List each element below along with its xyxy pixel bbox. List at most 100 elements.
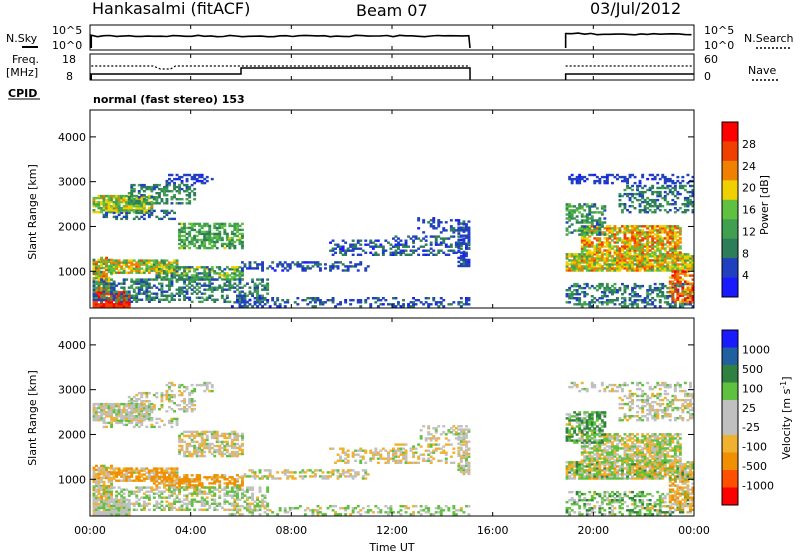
- heatmap-cell: [588, 205, 591, 207]
- heatmap-cell: [681, 270, 684, 272]
- heatmap-cell: [125, 203, 128, 205]
- heatmap-cell: [233, 301, 236, 303]
- heatmap-cell: [583, 215, 586, 217]
- heatmap-cell: [256, 295, 259, 297]
- heatmap-cell: [138, 190, 141, 192]
- heatmap-cell: [135, 210, 138, 212]
- heatmap-cell: [634, 267, 637, 269]
- heatmap-cell: [400, 252, 403, 254]
- heatmap-cell: [586, 257, 589, 259]
- heatmap-cell: [241, 247, 244, 249]
- heatmap-cell: [221, 274, 224, 276]
- heatmap-cell: [120, 195, 123, 197]
- heatmap-cell: [603, 231, 606, 233]
- heatmap-cell: [158, 268, 161, 270]
- heatmap-cell: [445, 237, 448, 239]
- heatmap-cell: [457, 261, 460, 263]
- heatmap-cell: [442, 237, 445, 239]
- heatmap-cell: [646, 189, 649, 191]
- heatmap-cell: [186, 404, 189, 406]
- heatmap-cell: [145, 281, 148, 283]
- heatmap-cell: [143, 198, 146, 200]
- heatmap-cell: [188, 276, 191, 278]
- heatmap-cell: [669, 291, 672, 293]
- heatmap-cell: [661, 269, 664, 271]
- heatmap-cell: [601, 269, 604, 271]
- heatmap-cell: [349, 265, 352, 267]
- heatmap-cell: [193, 287, 196, 289]
- heatmap-cell: [357, 299, 360, 301]
- heatmap-cell: [153, 285, 156, 287]
- heatmap-cell: [115, 268, 118, 270]
- heatmap-cell: [656, 293, 659, 295]
- heatmap-cell: [186, 408, 189, 410]
- heatmap-cell: [168, 212, 171, 214]
- heatmap-cell: [417, 299, 420, 301]
- heatmap-cell: [614, 287, 617, 289]
- heatmap-cell: [649, 245, 652, 247]
- heatmap-cell: [629, 211, 632, 213]
- heatmap-cell: [626, 285, 629, 287]
- heatmap-cell: [168, 281, 171, 283]
- heatmap-cell: [105, 489, 108, 491]
- heatmap-cell: [138, 259, 141, 261]
- heatmap-cell: [679, 227, 682, 229]
- heatmap-cell: [676, 191, 679, 193]
- heatmap-cell: [596, 257, 599, 259]
- heatmap-cell: [614, 299, 617, 301]
- heatmap-cell: [593, 225, 596, 227]
- heatmap-cell: [241, 291, 244, 293]
- heatmap-cell: [176, 266, 179, 268]
- heatmap-cell: [641, 285, 644, 287]
- heatmap-cell: [188, 455, 191, 457]
- heatmap-cell: [460, 227, 463, 229]
- heatmap-cell: [659, 289, 662, 291]
- heatmap-cell: [120, 480, 123, 482]
- heatmap-cell: [614, 245, 617, 247]
- heatmap-cell: [619, 247, 622, 249]
- heatmap-cell: [581, 219, 584, 221]
- heatmap-cell: [417, 254, 420, 256]
- heatmap-cell: [465, 301, 468, 303]
- heatmap-cell: [221, 451, 224, 453]
- heatmap-cell: [646, 289, 649, 291]
- heatmap-cell: [588, 249, 591, 251]
- heatmap-cell: [130, 410, 133, 412]
- heatmap-cell: [646, 241, 649, 243]
- heatmap-cell: [430, 223, 433, 225]
- heatmap-cell: [442, 299, 445, 301]
- heatmap-cell: [608, 301, 611, 303]
- heatmap-cell: [624, 229, 627, 231]
- heatmap-cell: [186, 233, 189, 235]
- heatmap-cell: [583, 203, 586, 205]
- heatmap-cell: [460, 229, 463, 231]
- heatmap-cell: [631, 289, 634, 291]
- heatmap-cell: [402, 250, 405, 252]
- heatmap-cell: [158, 218, 161, 220]
- heatmap-cell: [626, 257, 629, 259]
- heatmap-cell: [98, 195, 101, 197]
- heatmap-cell: [110, 509, 113, 511]
- heatmap-cell: [395, 250, 398, 252]
- heatmap-cell: [110, 505, 113, 507]
- heatmap-cell: [452, 301, 455, 303]
- heatmap-cell: [150, 196, 153, 198]
- heatmap-cell: [671, 297, 674, 299]
- heatmap-cell: [168, 182, 171, 184]
- heatmap-cell: [465, 253, 468, 255]
- heatmap-cell: [629, 187, 632, 189]
- heatmap-cell: [337, 244, 340, 246]
- heatmap-cell: [435, 301, 438, 303]
- heatmap-cell: [593, 297, 596, 299]
- heatmap-cell: [193, 223, 196, 225]
- heatmap-cell: [140, 184, 143, 186]
- heatmap-cell: [181, 227, 184, 229]
- heatmap-cell: [347, 269, 350, 271]
- noise-right-tick-top: 10^5: [704, 24, 734, 37]
- heatmap-cell: [98, 503, 101, 505]
- heatmap-cell: [171, 218, 174, 220]
- heatmap-cell: [168, 270, 171, 272]
- heatmap-cell: [128, 503, 131, 505]
- heatmap-cell: [629, 176, 632, 178]
- heatmap-cell: [332, 301, 335, 303]
